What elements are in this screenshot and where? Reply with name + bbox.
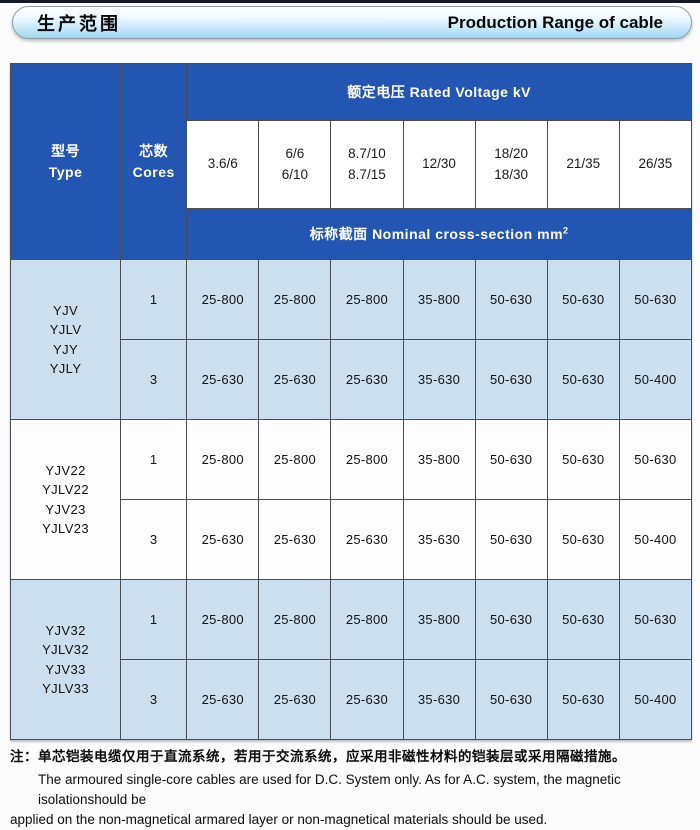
range-cell: 50-630 xyxy=(546,659,620,740)
range-cell: 25-630 xyxy=(330,659,404,740)
range-cell: 50-630 xyxy=(546,499,620,580)
voltage-column-header: 12/30 xyxy=(402,120,476,209)
range-cell: 25-630 xyxy=(330,339,404,420)
range-cell: 25-800 xyxy=(186,579,260,660)
range-cell: 50-630 xyxy=(474,499,548,580)
footnotes: 注：单芯铠装电缆仅用于直流系统，若用于交流系统，应采用非磁性材料的铠装层或采用隔… xyxy=(10,747,694,830)
voltage-column-header: 6/6 6/10 xyxy=(258,120,332,209)
range-cell: 50-400 xyxy=(618,499,693,580)
range-cell: 25-630 xyxy=(186,339,260,420)
voltage-column-header: 21/35 xyxy=(546,120,620,209)
range-cell: 25-630 xyxy=(258,499,332,580)
column-header-cores: 芯数 Cores xyxy=(120,63,188,260)
range-cell: 50-630 xyxy=(618,579,693,660)
table-row: YJV22 YJLV22 YJV23 YJLV23 1 25-800 25-80… xyxy=(9,419,693,580)
cores-cell: 3 xyxy=(120,659,188,740)
range-cell: 50-630 xyxy=(546,579,620,660)
range-cell: 50-630 xyxy=(546,339,620,420)
voltage-column-header: 26/35 xyxy=(618,120,693,209)
range-cell: 50-630 xyxy=(474,419,548,500)
type-group-yjv32: YJV32 YJLV32 YJV33 YJLV33 1 25-800 25-80… xyxy=(9,579,693,740)
cores-cell: 1 xyxy=(120,579,188,660)
table-row: YJV32 YJLV32 YJV33 YJLV33 1 25-800 25-80… xyxy=(9,579,693,740)
range-cell: 25-800 xyxy=(186,419,260,500)
section-title-chinese: 生产范围 xyxy=(37,13,121,34)
section-title-english: Production Range of cable xyxy=(447,12,663,32)
cross-section-label: 标称截面 Nominal cross-section mm xyxy=(309,226,564,242)
voltage-column-header: 8.7/10 8.7/15 xyxy=(330,120,404,209)
column-header-type: 型号 Type xyxy=(9,63,122,260)
table-header-row-1: 型号 Type 芯数 Cores 额定电压 Rated Voltage kV xyxy=(9,63,692,260)
type-group-yjv: YJV YJLV YJY YJLY 1 25-800 25-800 25-800… xyxy=(9,259,693,420)
range-cell: 35-800 xyxy=(402,579,476,660)
range-cell: 25-800 xyxy=(186,259,260,340)
cable-type-cell: YJV YJLV YJY YJLY xyxy=(9,259,122,420)
range-cell: 25-630 xyxy=(258,659,332,740)
range-cell: 50-630 xyxy=(546,419,620,500)
range-cell: 25-630 xyxy=(258,339,332,420)
range-cell: 35-630 xyxy=(402,659,476,740)
footnote-chinese: 注：单芯铠装电缆仅用于直流系统，若用于交流系统，应采用非磁性材料的铠装层或采用隔… xyxy=(10,749,626,764)
column-header-cross-section: 标称截面 Nominal cross-section mm2 xyxy=(186,208,692,260)
column-header-rated-voltage: 额定电压 Rated Voltage kV xyxy=(186,63,692,121)
cable-type-cell: YJV32 YJLV32 YJV33 YJLV33 xyxy=(9,579,122,740)
range-cell: 25-800 xyxy=(330,579,404,660)
table-header-row-voltages: 3.6/6 6/6 6/10 8.7/10 8.7/15 12/30 18/20… xyxy=(11,120,693,209)
production-range-table: 型号 Type 芯数 Cores 额定电压 Rated Voltage kV 3… xyxy=(9,63,693,740)
page-top-divider xyxy=(0,0,700,3)
range-cell: 25-800 xyxy=(258,419,332,500)
cross-section-superscript: 2 xyxy=(563,225,569,236)
range-cell: 50-630 xyxy=(546,259,620,340)
range-cell: 35-800 xyxy=(402,259,476,340)
cores-cell: 3 xyxy=(120,499,188,580)
range-cell: 50-630 xyxy=(474,259,548,340)
table-row: 3 25-630 25-630 25-630 35-630 50-630 50-… xyxy=(11,659,693,740)
range-cell: 50-400 xyxy=(618,339,693,420)
range-cell: 50-630 xyxy=(474,579,548,660)
table-header-row-cross-section: 标称截面 Nominal cross-section mm2 xyxy=(11,208,692,260)
range-cell: 35-630 xyxy=(402,339,476,420)
range-cell: 50-400 xyxy=(618,659,693,740)
voltage-column-header: 18/20 18/30 xyxy=(474,120,548,209)
cable-type-cell: YJV22 YJLV22 YJV23 YJLV23 xyxy=(9,419,122,580)
cores-cell: 1 xyxy=(120,419,188,500)
range-cell: 25-630 xyxy=(186,659,260,740)
range-cell: 50-630 xyxy=(474,339,548,420)
table-row: 3 25-630 25-630 25-630 35-630 50-630 50-… xyxy=(11,499,693,580)
range-cell: 25-800 xyxy=(330,419,404,500)
range-cell: 25-800 xyxy=(330,259,404,340)
section-title-bar: 生产范围 Production Range of cable xyxy=(12,6,692,39)
range-cell: 25-630 xyxy=(330,499,404,580)
range-cell: 50-630 xyxy=(474,659,548,740)
range-cell: 25-630 xyxy=(186,499,260,580)
table-row: YJV YJLV YJY YJLY 1 25-800 25-800 25-800… xyxy=(9,259,693,420)
cores-cell: 1 xyxy=(120,259,188,340)
range-cell: 35-800 xyxy=(402,419,476,500)
range-cell: 50-630 xyxy=(618,419,693,500)
footnote-english-line1: The armoured single-core cables are used… xyxy=(38,772,621,807)
range-cell: 25-800 xyxy=(258,259,332,340)
cores-cell: 3 xyxy=(120,339,188,420)
range-cell: 50-630 xyxy=(618,259,693,340)
range-cell: 25-800 xyxy=(258,579,332,660)
footnote-english-line2: applied on the non-magnetical armared la… xyxy=(10,812,548,827)
table-row: 3 25-630 25-630 25-630 35-630 50-630 50-… xyxy=(11,339,693,420)
voltage-column-header: 3.6/6 xyxy=(186,120,260,209)
type-group-yjv22: YJV22 YJLV22 YJV23 YJLV23 1 25-800 25-80… xyxy=(9,419,693,580)
range-cell: 35-630 xyxy=(402,499,476,580)
